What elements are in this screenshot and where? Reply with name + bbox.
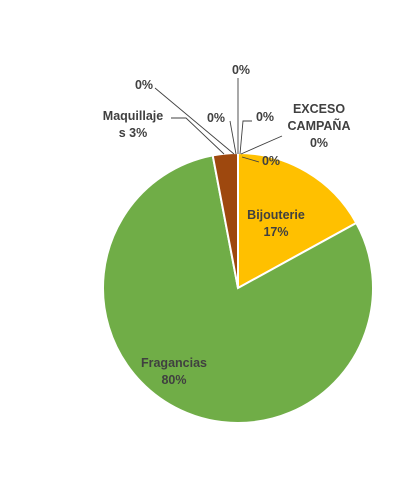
leader-line [229,120,237,155]
leader-line [154,87,235,155]
data-label-line: 0% [256,110,274,124]
data-label-bijouterie: Bijouterie 17% [247,208,305,239]
data-label-line: Fragancias [141,356,207,370]
leader-line [241,156,260,163]
data-label-maquillajes: Maquillaje s 3% [103,109,163,140]
leader-line [171,117,225,155]
data-label-line: 0% [207,111,225,125]
data-label-line: Maquillaje [103,109,163,123]
data-label-line: CAMPAÑA [288,118,351,133]
data-label-fragancias: Fragancias 80% [141,356,207,387]
data-label-line: 0% [262,154,280,168]
leader-lines-layer [154,78,283,163]
pie-slice-bijouterie [237,151,358,290]
data-label: 0% [256,110,274,124]
data-label: 0% [135,78,153,92]
data-label-line: 17% [263,225,288,239]
data-label-line: s 3% [119,126,148,140]
data-label-line: 0% [310,136,328,150]
data-label-line: 0% [135,78,153,92]
data-label-line: Bijouterie [247,208,305,222]
data-label: 0% [232,63,250,77]
leader-line [240,135,283,155]
slices-layer [102,151,374,424]
data-label: 0% [207,111,225,125]
data-label-line: 80% [161,373,186,387]
pie-slice-fragancias [102,154,374,424]
data-label: 0% [262,154,280,168]
data-label-line: EXCESO [293,102,345,116]
data-labels-layer: Bijouterie 17% Fragancias 80% Maquillaje s 3%… [103,63,351,387]
data-label-line: 0% [232,63,250,77]
leader-line [239,120,252,155]
data-label-exceso-campa-a: EXCESO CAMPAÑA 0% [288,102,351,150]
